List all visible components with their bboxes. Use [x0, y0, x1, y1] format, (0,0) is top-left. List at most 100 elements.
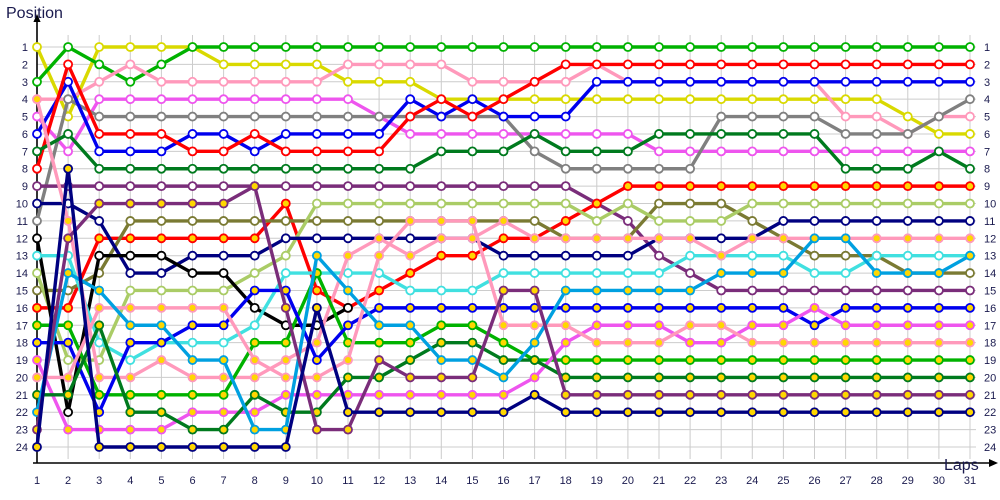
data-point	[871, 94, 882, 105]
data-point	[156, 76, 167, 87]
data-point	[343, 320, 353, 331]
data-point	[685, 233, 695, 244]
series-driver-07	[32, 59, 975, 174]
data-point	[840, 216, 851, 226]
x-tick-label: 4	[127, 475, 133, 487]
data-point	[685, 216, 695, 226]
data-point	[809, 407, 820, 418]
data-point	[902, 76, 913, 87]
data-point	[187, 389, 198, 400]
data-point	[280, 94, 291, 105]
data-point	[965, 111, 975, 122]
data-point	[156, 233, 167, 244]
data-point	[871, 198, 882, 209]
data-point	[249, 372, 260, 383]
data-point	[529, 250, 540, 261]
data-point	[747, 250, 758, 261]
data-point	[343, 407, 353, 418]
data-point	[156, 198, 167, 209]
y-tick-label-right: 5	[984, 112, 990, 124]
data-point	[405, 59, 416, 70]
data-point	[125, 285, 136, 296]
data-point	[965, 389, 975, 400]
data-point	[591, 320, 602, 331]
data-point	[654, 146, 664, 157]
series-driver-24	[32, 163, 975, 452]
data-point	[218, 389, 229, 400]
data-point	[871, 163, 882, 174]
data-point	[187, 198, 198, 209]
data-point	[343, 372, 353, 383]
data-point	[374, 59, 385, 70]
data-point	[405, 233, 416, 244]
data-point	[716, 337, 727, 348]
y-tick-label-left: 11	[17, 216, 28, 228]
data-point	[685, 42, 695, 52]
data-point	[311, 302, 322, 313]
data-point	[591, 146, 602, 157]
x-tick-label: 9	[283, 475, 289, 487]
data-point	[218, 285, 229, 296]
data-point	[280, 42, 291, 52]
data-point	[778, 389, 789, 400]
data-point	[343, 424, 353, 435]
data-point	[778, 216, 789, 226]
data-point	[374, 181, 385, 192]
data-point	[249, 320, 260, 331]
y-tick-label-left: 9	[22, 181, 28, 193]
data-point	[187, 355, 198, 365]
data-point	[498, 268, 509, 278]
data-point	[902, 42, 913, 52]
data-point	[187, 320, 198, 331]
data-point	[654, 337, 664, 348]
data-point	[716, 146, 727, 157]
data-point	[125, 216, 136, 226]
data-point	[809, 320, 820, 331]
data-point	[343, 163, 353, 174]
data-point	[934, 355, 944, 365]
data-point	[716, 355, 727, 365]
data-point	[591, 198, 602, 209]
data-point	[529, 94, 540, 105]
data-point	[374, 42, 385, 52]
data-point	[218, 59, 229, 70]
x-axis-arrow	[989, 459, 998, 467]
data-point	[809, 146, 820, 157]
data-point	[436, 355, 447, 365]
data-point	[280, 146, 291, 157]
data-point	[560, 250, 571, 261]
data-point	[94, 389, 105, 400]
data-point	[591, 268, 602, 278]
data-point	[436, 111, 447, 122]
data-point	[498, 216, 509, 226]
x-tick-label: 15	[466, 475, 478, 487]
data-point	[280, 268, 291, 278]
y-tick-label-left: 15	[16, 285, 28, 297]
y-tick-label-left: 18	[16, 338, 28, 350]
data-point	[871, 146, 882, 157]
data-point	[747, 76, 758, 87]
data-point	[591, 372, 602, 383]
data-point	[934, 407, 944, 418]
data-point	[965, 216, 975, 226]
data-point	[716, 302, 727, 313]
data-point	[871, 216, 882, 226]
data-point	[343, 250, 353, 261]
data-point	[374, 198, 385, 209]
data-point	[965, 59, 975, 70]
y-tick-label-left: 13	[16, 251, 28, 263]
data-point	[560, 285, 571, 296]
data-point	[965, 268, 975, 278]
series-driver-09	[32, 181, 975, 296]
data-point	[840, 285, 851, 296]
data-point	[623, 94, 633, 105]
series-driver-19	[32, 302, 975, 435]
y-tick-label-right: 9	[984, 181, 990, 193]
data-point	[343, 76, 353, 87]
x-tick-label: 31	[964, 475, 976, 487]
data-point	[840, 111, 851, 122]
data-point	[560, 163, 571, 174]
data-point	[591, 407, 602, 418]
series-lines	[32, 42, 975, 452]
